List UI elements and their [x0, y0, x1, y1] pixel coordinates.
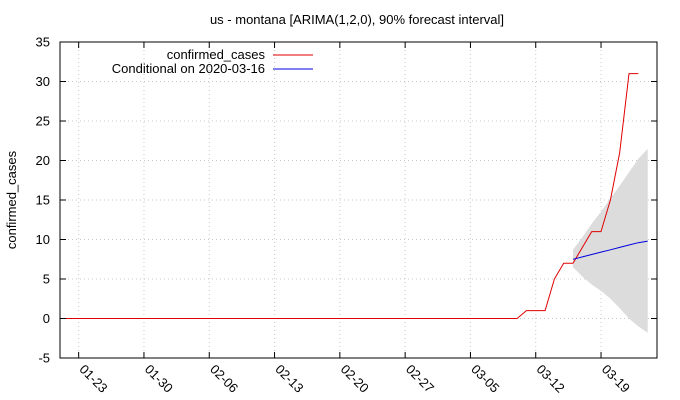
y-axis-ticks: -5 0 5 10 15 20 25 30 35: [36, 35, 657, 366]
y-axis-label: confirmed_cases: [4, 150, 19, 249]
legend-label-conditional: Conditional on 2020-03-16: [112, 61, 265, 76]
chart-title: us - montana [ARIMA(1,2,0), 90% forecast…: [210, 12, 504, 27]
legend: confirmed_cases Conditional on 2020-03-1…: [112, 47, 313, 76]
y-tick-label: 15: [36, 193, 50, 208]
forecast-interval-layer: [573, 148, 648, 333]
y-tick-label: 35: [36, 35, 50, 50]
series-line-conditional-forecast: [572, 240, 648, 260]
y-tick-label: -5: [38, 351, 50, 366]
y-tick-label: 0: [43, 311, 50, 326]
y-tick-label: 20: [36, 153, 50, 168]
forecast-interval-band: [573, 148, 648, 333]
y-tick-label: 5: [43, 272, 50, 287]
y-tick-label: 25: [36, 114, 50, 129]
legend-label-confirmed-cases: confirmed_cases: [167, 47, 266, 62]
series-line-confirmed-cases: [60, 73, 639, 319]
grid: [60, 42, 657, 358]
y-tick-label: 10: [36, 232, 50, 247]
y-tick-label: 30: [36, 74, 50, 89]
series-layer: [60, 73, 648, 319]
